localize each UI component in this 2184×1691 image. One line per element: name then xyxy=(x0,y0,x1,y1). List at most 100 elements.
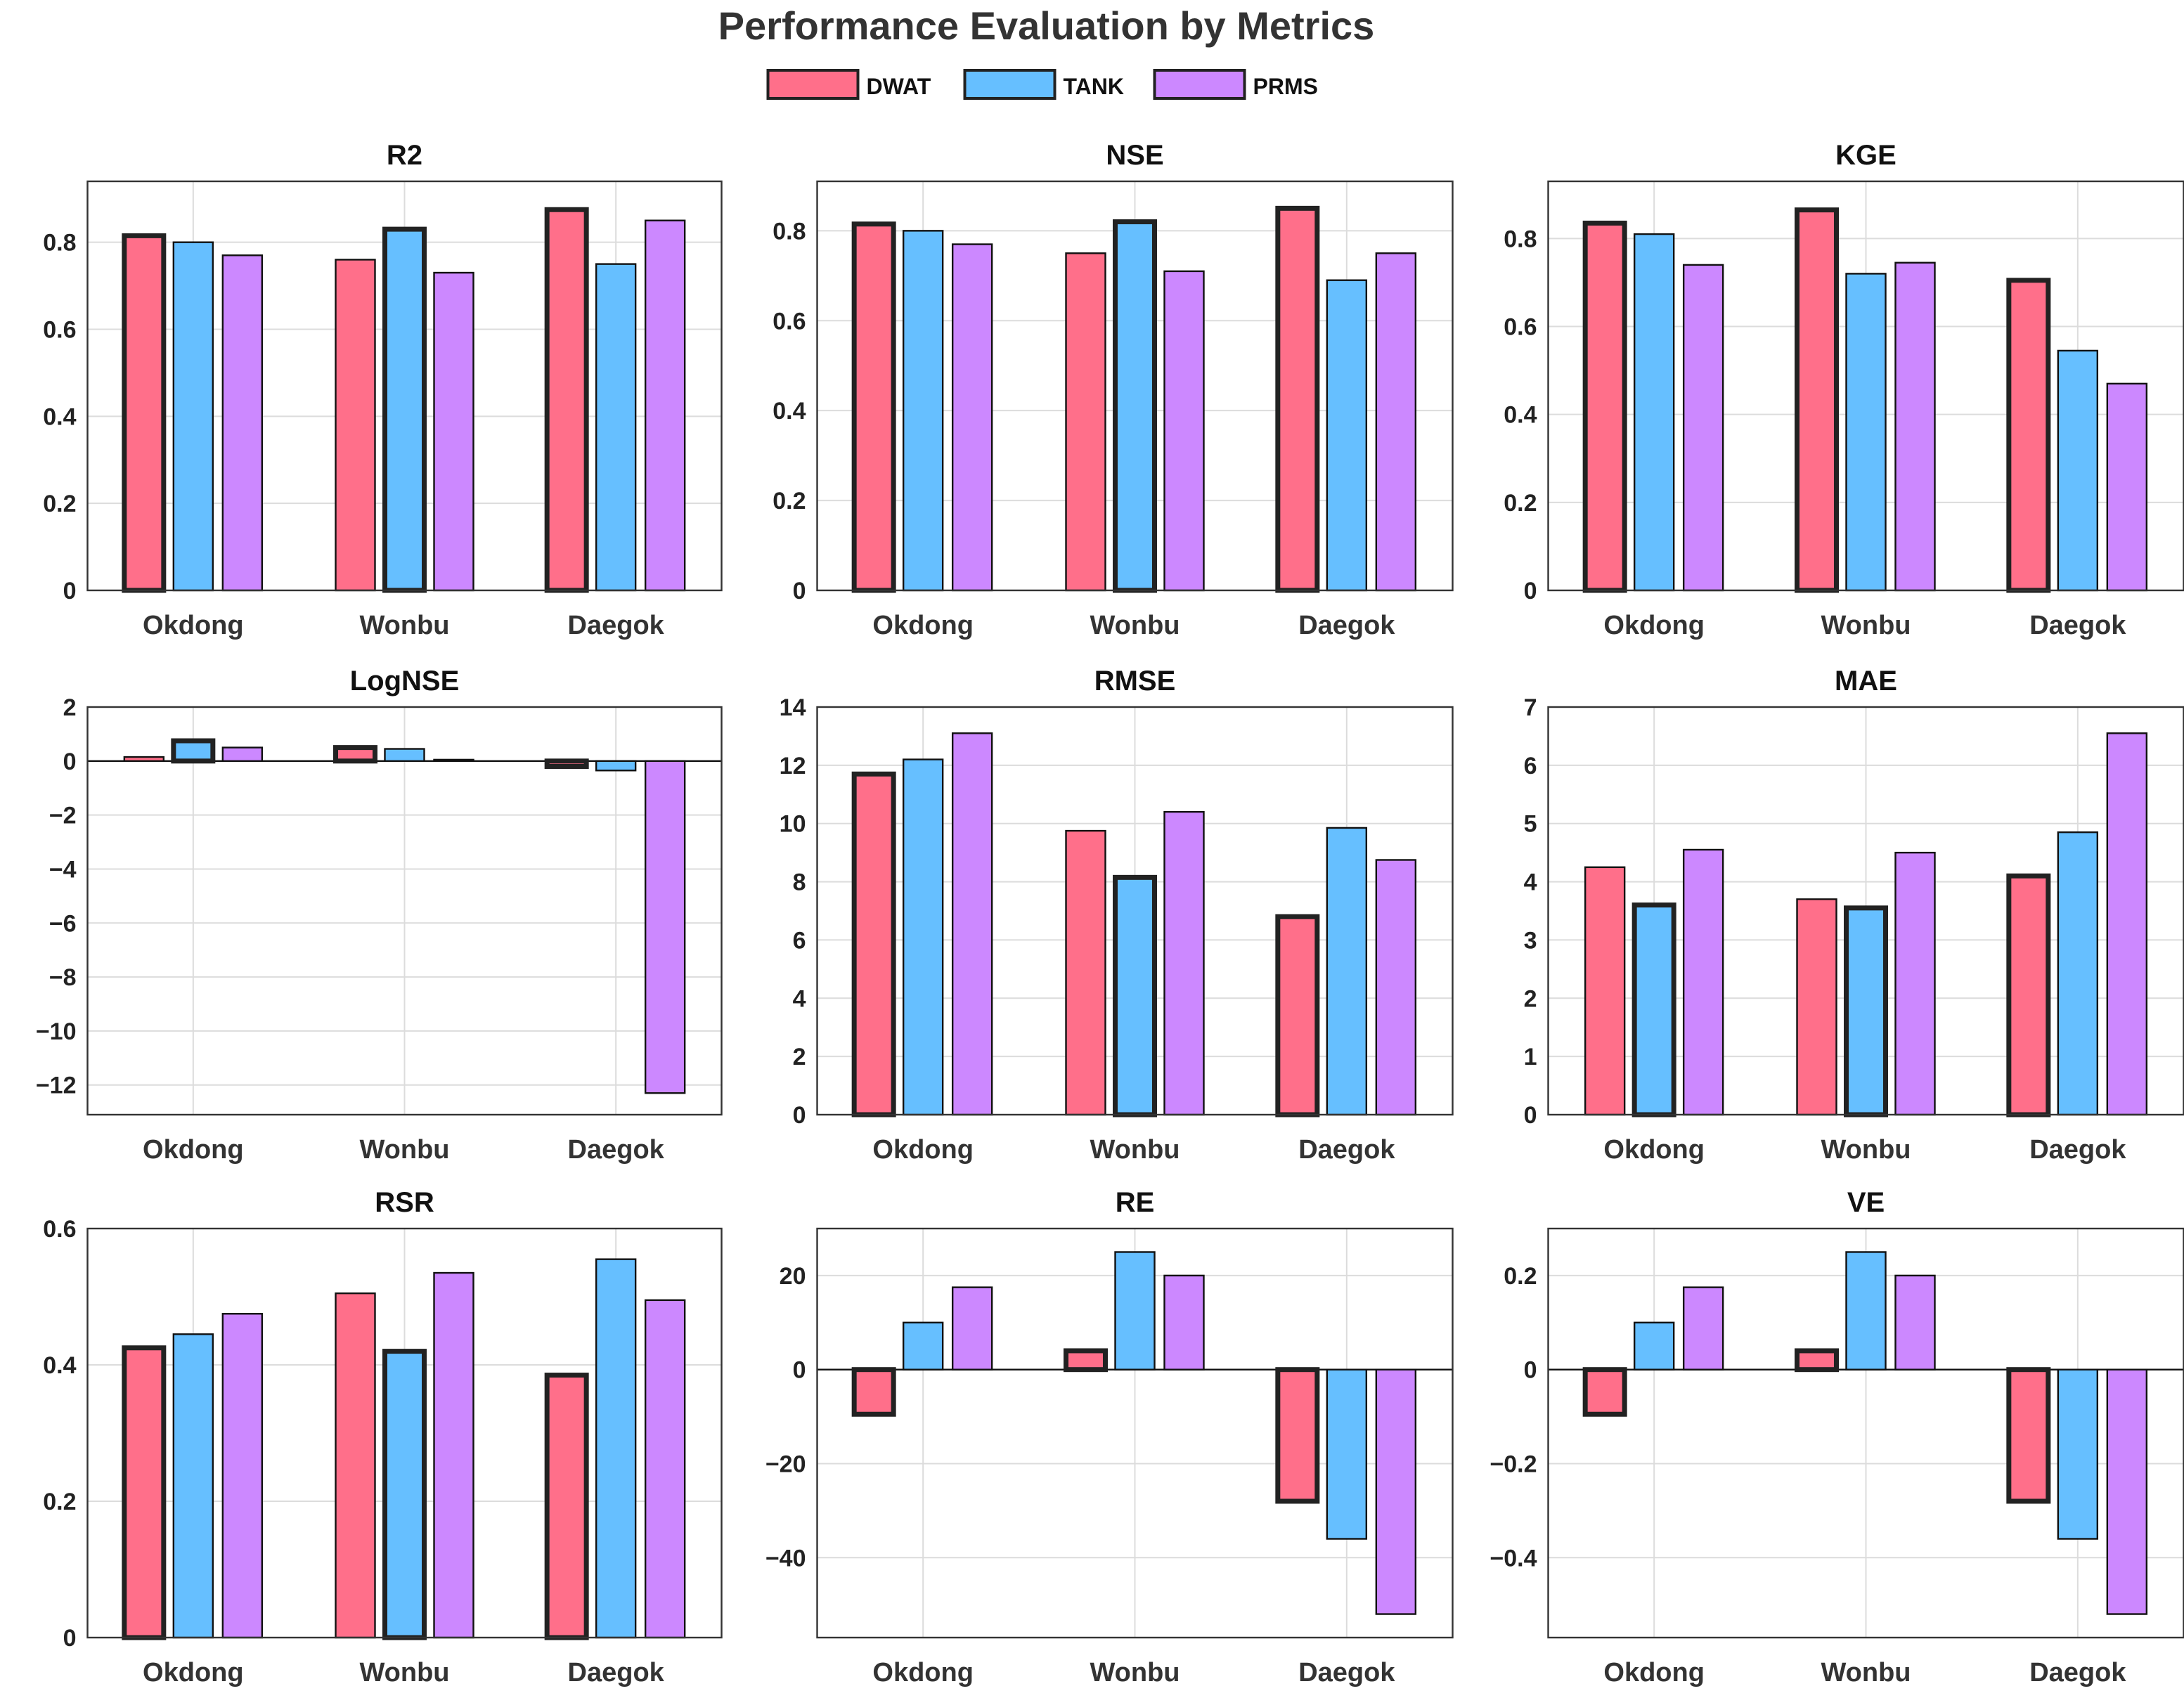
legend-label-tank: TANK xyxy=(1064,74,1125,99)
bar-kge-dwat-wonbu xyxy=(1795,207,1839,593)
y-tick-label: −6 xyxy=(49,910,77,937)
bar-rmse-dwat-okdong xyxy=(851,771,896,1117)
bar-lognse-prms-daegok xyxy=(644,760,686,1094)
panel-title: RMSE xyxy=(1094,666,1176,697)
x-tick-label: Daegok xyxy=(568,611,665,640)
bar-re-dwat-wonbu xyxy=(1064,1348,1108,1373)
x-tick-label: Wonbu xyxy=(1821,611,1911,640)
y-tick-label: 6 xyxy=(793,927,806,954)
y-tick-label: 0.6 xyxy=(43,317,76,344)
panel-mae: 0 1 2 3 4 5 6 7 Okdong Wonbu Daegok MAE xyxy=(1524,666,2184,1165)
panel-r2: 0 0.2 0.4 0.6 0.8 Okdong Wonbu Daegok R2 xyxy=(43,140,723,640)
bar-lognse-dwat-daegok xyxy=(544,758,589,770)
bar-r2-tank-daegok xyxy=(595,263,637,592)
bar-lognse-tank-okdong xyxy=(171,738,216,764)
y-tick-label: 4 xyxy=(1524,869,1537,896)
y-tick-label: −12 xyxy=(36,1073,77,1099)
axes-box xyxy=(816,706,1454,1116)
legend-label-dwat: DWAT xyxy=(867,74,931,99)
bar-rsr-dwat-daegok xyxy=(544,1373,589,1640)
bar-nse-tank-wonbu xyxy=(1113,219,1157,593)
bar-lognse-dwat-wonbu xyxy=(333,745,377,764)
y-tick-label: −8 xyxy=(49,964,77,991)
panel-title: NSE xyxy=(1106,140,1163,171)
bar-kge-dwat-okdong xyxy=(1582,220,1627,593)
x-tick-label: Daegok xyxy=(1298,611,1395,640)
y-tick-label: −2 xyxy=(49,803,77,829)
bar-re-dwat-okdong xyxy=(851,1367,896,1417)
bar-mae-tank-okdong xyxy=(1631,902,1676,1117)
bar-ve-prms-daegok xyxy=(2106,1368,2148,1615)
x-tick-label: Daegok xyxy=(2029,1135,2126,1165)
x-tick-label: Okdong xyxy=(143,1135,244,1165)
bar-r2-dwat-okdong xyxy=(122,233,167,593)
y-tick-label: 12 xyxy=(780,753,806,779)
axes-box xyxy=(86,180,723,592)
y-tick-label: 0.4 xyxy=(773,398,806,425)
bar-mae-dwat-daegok xyxy=(2006,873,2051,1117)
bar-rsr-tank-daegok xyxy=(595,1258,637,1639)
panel-title: MAE xyxy=(1835,666,1897,697)
x-tick-label: Wonbu xyxy=(359,1135,449,1165)
y-tick-label: 8 xyxy=(793,869,806,896)
axes-box xyxy=(86,706,723,1116)
y-tick-label: 0.4 xyxy=(43,1352,76,1379)
y-tick-label: −4 xyxy=(49,856,77,883)
y-tick-label: 0 xyxy=(63,749,77,775)
bar-mae-prms-okdong xyxy=(1682,848,1724,1116)
chart-title: Performance Evaluation by Metrics xyxy=(718,4,1375,48)
y-tick-label: 0 xyxy=(793,1102,806,1129)
bar-rsr-dwat-okdong xyxy=(122,1345,167,1640)
x-tick-label: Okdong xyxy=(872,611,974,640)
panel-ve: −0.4 −0.2 0 0.2 Okdong Wonbu Daegok VE xyxy=(1490,1187,2184,1687)
bar-rmse-tank-daegok xyxy=(1326,827,1368,1116)
bar-r2-tank-wonbu xyxy=(382,226,427,593)
bar-nse-prms-wonbu xyxy=(1163,270,1205,592)
bar-rmse-prms-okdong xyxy=(951,732,993,1116)
x-tick-label: Wonbu xyxy=(1821,1658,1911,1687)
y-tick-label: 6 xyxy=(1524,753,1537,779)
x-tick-label: Okdong xyxy=(1603,1658,1705,1687)
x-tick-label: Daegok xyxy=(1298,1135,1395,1165)
y-tick-label: 14 xyxy=(780,694,806,721)
bar-mae-prms-wonbu xyxy=(1894,851,1936,1116)
bar-re-tank-daegok xyxy=(1326,1368,1368,1540)
legend: DWAT TANK PRMS xyxy=(766,69,1318,100)
y-tick-label: 0.2 xyxy=(43,1489,76,1515)
y-tick-label: 0 xyxy=(1524,578,1537,604)
bar-ve-tank-wonbu xyxy=(1845,1251,1887,1371)
bar-rsr-tank-okdong xyxy=(172,1333,214,1639)
bar-kge-tank-daegok xyxy=(2057,349,2099,592)
bar-re-tank-okdong xyxy=(902,1321,944,1371)
axes-box xyxy=(86,1227,723,1639)
y-tick-label: 0 xyxy=(793,578,806,604)
bar-ve-dwat-daegok xyxy=(2006,1367,2051,1504)
bar-kge-prms-daegok xyxy=(2106,382,2148,592)
bar-rmse-prms-wonbu xyxy=(1163,810,1205,1116)
bar-r2-dwat-daegok xyxy=(544,207,589,593)
panel-title: LogNSE xyxy=(350,666,460,697)
bar-rsr-tank-wonbu xyxy=(382,1349,427,1640)
y-tick-label: 0.6 xyxy=(773,308,806,335)
x-tick-label: Wonbu xyxy=(1821,1135,1911,1165)
bar-rsr-dwat-wonbu xyxy=(335,1292,376,1639)
panel-rsr: 0 0.2 0.4 0.6 Okdong Wonbu Daegok RSR xyxy=(43,1187,723,1687)
y-tick-label: 0 xyxy=(63,1625,77,1652)
x-tick-label: Okdong xyxy=(1603,1135,1705,1165)
y-tick-label: −0.4 xyxy=(1490,1545,1537,1572)
axes-box xyxy=(816,180,1454,592)
bar-ve-dwat-okdong xyxy=(1582,1367,1627,1417)
bar-nse-dwat-daegok xyxy=(1275,205,1320,593)
bar-rmse-dwat-wonbu xyxy=(1065,829,1106,1116)
panel-title: KGE xyxy=(1835,140,1897,171)
panel-title: R2 xyxy=(387,140,422,171)
x-tick-label: Wonbu xyxy=(359,1658,449,1687)
bar-nse-prms-okdong xyxy=(951,243,993,592)
bar-nse-tank-daegok xyxy=(1326,279,1368,592)
bar-re-prms-daegok xyxy=(1375,1368,1417,1615)
bar-ve-dwat-wonbu xyxy=(1795,1348,1839,1373)
y-tick-label: 5 xyxy=(1524,811,1537,838)
x-tick-label: Okdong xyxy=(143,611,244,640)
legend-swatch-prms xyxy=(1153,69,1246,100)
